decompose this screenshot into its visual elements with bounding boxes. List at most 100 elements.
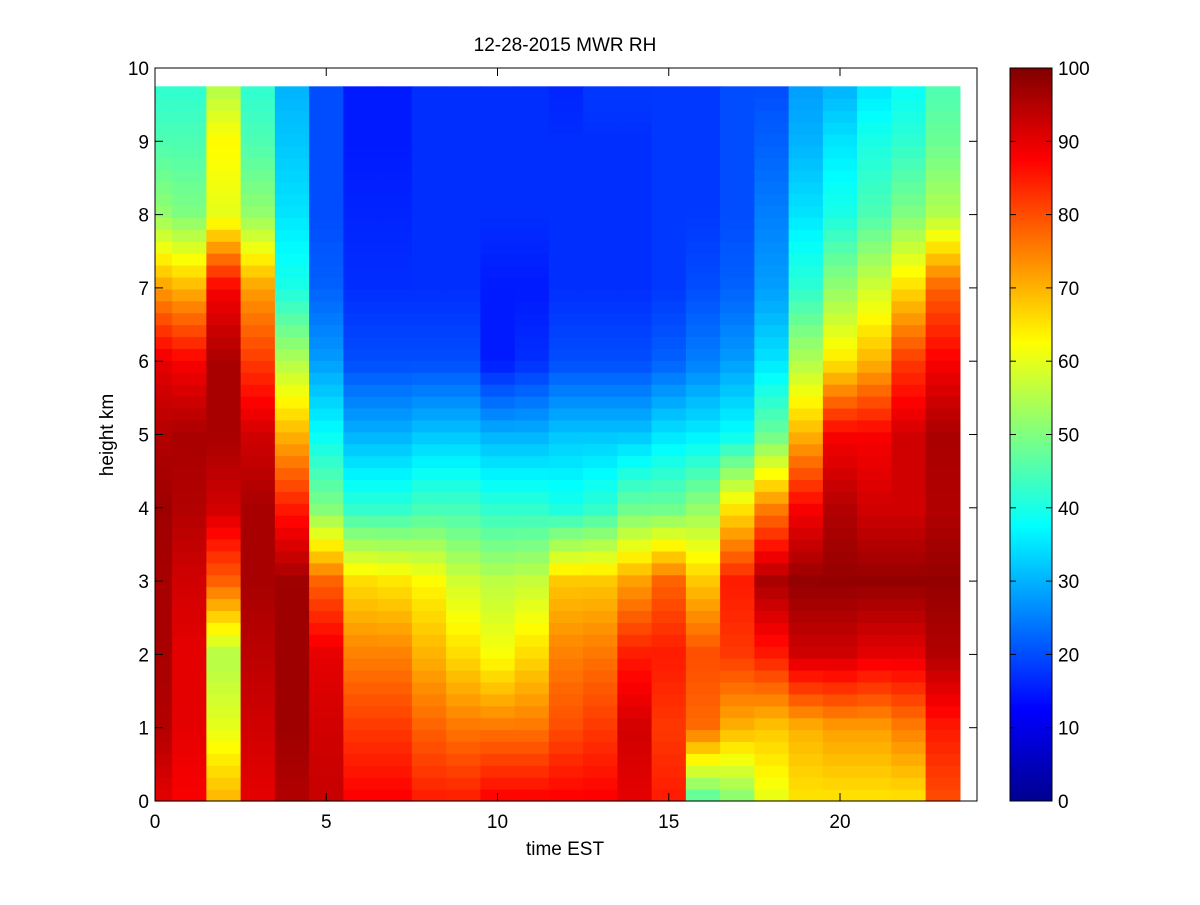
heatmap-cell xyxy=(754,443,790,457)
heatmap-cell xyxy=(617,777,653,790)
heatmap-cell xyxy=(788,669,824,683)
heatmap-cell xyxy=(583,717,618,731)
heatmap-cell xyxy=(788,384,824,397)
heatmap-cell xyxy=(446,610,481,623)
heatmap-cell xyxy=(514,396,550,409)
heatmap-cell xyxy=(685,360,721,373)
heatmap-cell xyxy=(411,729,447,743)
heatmap-cell xyxy=(206,717,242,731)
heatmap-cell xyxy=(514,110,550,123)
heatmap-cell xyxy=(754,431,790,445)
heatmap-cell xyxy=(720,253,755,266)
heatmap-cell xyxy=(788,348,824,361)
heatmap-cell xyxy=(548,646,584,659)
heatmap-cell xyxy=(274,789,310,802)
heatmap-cell xyxy=(788,622,824,635)
heatmap-cell xyxy=(155,693,173,707)
heatmap-cell xyxy=(754,491,790,504)
heatmap-cell xyxy=(446,181,481,195)
heatmap-cell xyxy=(548,765,584,778)
heatmap-cell xyxy=(651,598,687,612)
heatmap-cell xyxy=(617,300,653,314)
heatmap-cell xyxy=(857,264,892,278)
heatmap-cell xyxy=(309,658,344,671)
heatmap-cell xyxy=(155,372,173,385)
heatmap-cell xyxy=(583,443,618,457)
heatmap-cell xyxy=(172,264,207,278)
heatmap-cell xyxy=(788,431,824,445)
heatmap-cell xyxy=(480,741,516,754)
heatmap-cell xyxy=(309,396,344,409)
heatmap-cell xyxy=(720,145,755,159)
heatmap-cell xyxy=(583,669,618,683)
heatmap-cell xyxy=(617,598,653,612)
heatmap-cell xyxy=(411,407,447,421)
heatmap-cell xyxy=(583,622,618,635)
heatmap-cell xyxy=(925,777,961,790)
heatmap-cell xyxy=(720,777,755,790)
heatmap-cell xyxy=(155,491,173,504)
heatmap-cell xyxy=(583,586,618,600)
heatmap-cell xyxy=(822,598,858,612)
heatmap-cell xyxy=(583,372,618,385)
heatmap-cell xyxy=(377,407,413,421)
heatmap-cell xyxy=(309,586,344,600)
heatmap-cell xyxy=(720,622,755,635)
heatmap-cell xyxy=(754,646,790,659)
heatmap-cell xyxy=(925,181,961,195)
heatmap-cell xyxy=(172,181,207,195)
heatmap-cell xyxy=(206,431,242,445)
heatmap-cell xyxy=(480,122,516,135)
heatmap-cell xyxy=(720,503,755,516)
heatmap-cell xyxy=(343,372,379,385)
heatmap-cell xyxy=(240,658,276,671)
heatmap-cell xyxy=(891,610,927,623)
heatmap-cell xyxy=(172,753,207,766)
heatmap-cell xyxy=(754,681,790,695)
heatmap-cell xyxy=(925,455,961,469)
heatmap-cell xyxy=(720,467,755,480)
heatmap-cell xyxy=(583,646,618,659)
heatmap-cell xyxy=(480,550,516,564)
heatmap-cell xyxy=(172,693,207,707)
heatmap-cell xyxy=(548,693,584,707)
heatmap-cell xyxy=(651,479,687,492)
heatmap-cell xyxy=(446,646,481,659)
heatmap-cell xyxy=(857,479,892,492)
heatmap-cell xyxy=(788,753,824,766)
heatmap-cell xyxy=(583,467,618,480)
heatmap-cell xyxy=(155,550,173,564)
heatmap-cell xyxy=(651,86,687,99)
heatmap-cell xyxy=(155,431,173,445)
heatmap-cell xyxy=(411,157,447,171)
heatmap-cell xyxy=(411,443,447,457)
heatmap-cell xyxy=(377,443,413,457)
heatmap-cell xyxy=(480,157,516,171)
heatmap-cell xyxy=(206,157,242,171)
heatmap-cell xyxy=(720,396,755,409)
heatmap-cell xyxy=(685,705,721,719)
heatmap-cell xyxy=(274,217,310,230)
heatmap-cell xyxy=(155,264,173,278)
heatmap-cell xyxy=(343,348,379,361)
heatmap-cell xyxy=(891,86,927,99)
heatmap-cell xyxy=(274,229,310,242)
heatmap-cell xyxy=(343,86,379,99)
heatmap-cell xyxy=(857,741,892,754)
heatmap-cell xyxy=(240,491,276,504)
heatmap-cell xyxy=(754,288,790,302)
heatmap-cell xyxy=(377,110,413,123)
heatmap-cell xyxy=(206,193,242,207)
heatmap-cell xyxy=(891,550,927,564)
heatmap-cell xyxy=(377,241,413,254)
heatmap-cell xyxy=(172,443,207,457)
heatmap-cell xyxy=(822,681,858,695)
heatmap-cell xyxy=(172,300,207,314)
heatmap-cell xyxy=(309,407,344,421)
heatmap-cell xyxy=(925,241,961,254)
heatmap-cell xyxy=(172,431,207,445)
heatmap-cell xyxy=(857,658,892,671)
heatmap-cell xyxy=(206,527,242,540)
heatmap-cell xyxy=(685,396,721,409)
heatmap-cell xyxy=(891,145,927,159)
